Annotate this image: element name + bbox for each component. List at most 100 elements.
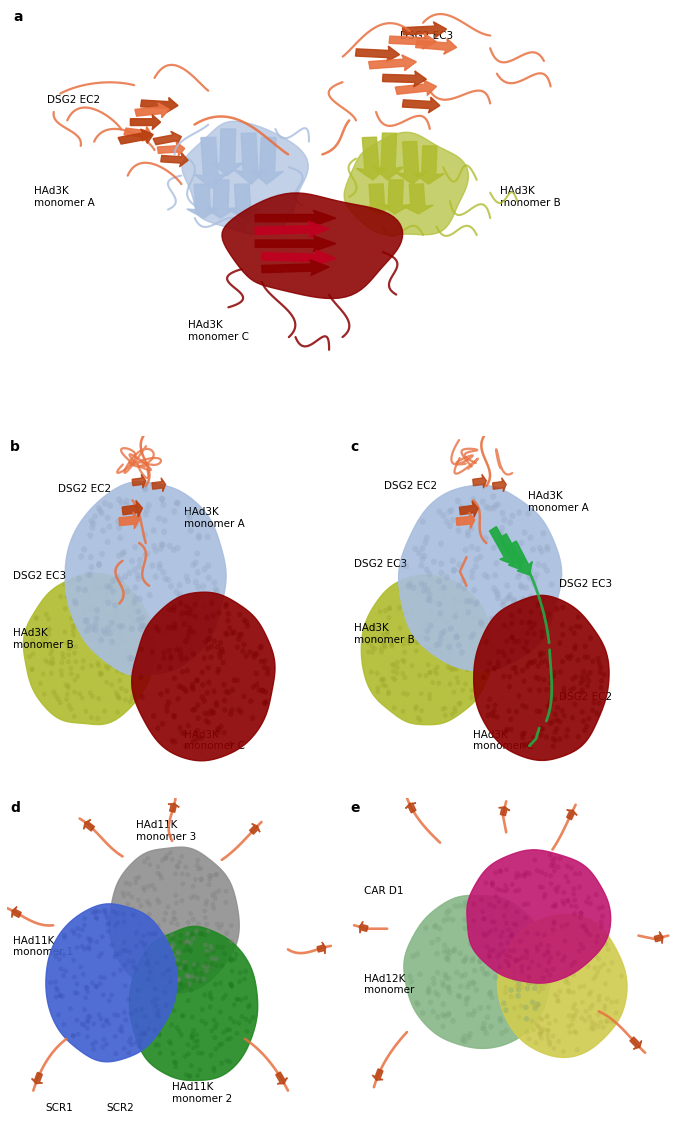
Circle shape [109, 631, 114, 636]
Circle shape [501, 622, 507, 628]
Circle shape [161, 650, 166, 656]
Circle shape [192, 613, 198, 620]
Circle shape [109, 619, 114, 625]
Circle shape [497, 952, 502, 956]
Circle shape [205, 534, 211, 541]
Circle shape [551, 1046, 556, 1050]
Circle shape [131, 659, 136, 665]
Circle shape [164, 856, 169, 861]
Circle shape [234, 677, 240, 683]
Circle shape [462, 972, 468, 978]
Circle shape [480, 909, 485, 914]
Circle shape [573, 674, 578, 680]
Circle shape [512, 665, 518, 670]
Circle shape [88, 554, 94, 560]
Circle shape [188, 1073, 192, 1079]
Circle shape [73, 677, 77, 683]
Circle shape [514, 909, 519, 914]
Circle shape [85, 1018, 90, 1023]
Circle shape [525, 625, 531, 631]
Circle shape [215, 669, 221, 675]
FancyArrow shape [153, 131, 182, 145]
Circle shape [166, 543, 173, 549]
Circle shape [427, 576, 433, 581]
Circle shape [588, 901, 593, 906]
Circle shape [444, 910, 449, 916]
Circle shape [163, 910, 168, 916]
Circle shape [511, 937, 517, 943]
Circle shape [186, 614, 191, 620]
Circle shape [543, 892, 547, 897]
Circle shape [107, 638, 112, 643]
Circle shape [236, 631, 242, 638]
Circle shape [147, 1019, 151, 1024]
Circle shape [523, 704, 529, 709]
Circle shape [92, 513, 98, 520]
Circle shape [513, 889, 518, 893]
Circle shape [87, 946, 92, 952]
Circle shape [590, 1023, 595, 1029]
Circle shape [203, 915, 208, 921]
Circle shape [508, 716, 513, 722]
Circle shape [60, 673, 64, 677]
Circle shape [214, 730, 220, 736]
Circle shape [521, 902, 526, 907]
Circle shape [196, 533, 202, 538]
Circle shape [156, 928, 161, 932]
Circle shape [470, 909, 475, 915]
FancyArrow shape [630, 1037, 642, 1049]
Circle shape [545, 959, 550, 963]
Circle shape [453, 597, 458, 602]
Circle shape [221, 660, 226, 666]
Circle shape [606, 947, 610, 952]
Circle shape [129, 910, 134, 916]
Circle shape [115, 921, 120, 925]
Circle shape [226, 690, 232, 696]
Circle shape [89, 664, 94, 668]
Circle shape [159, 876, 164, 881]
Circle shape [427, 571, 432, 577]
Circle shape [129, 1011, 134, 1016]
Circle shape [512, 957, 518, 962]
Polygon shape [399, 486, 562, 670]
Circle shape [501, 913, 507, 918]
Circle shape [416, 550, 422, 557]
Circle shape [506, 926, 511, 932]
Circle shape [523, 938, 529, 944]
Circle shape [571, 630, 577, 636]
Circle shape [72, 931, 77, 936]
Circle shape [171, 604, 177, 610]
Circle shape [129, 1042, 134, 1047]
Circle shape [485, 931, 490, 936]
Circle shape [472, 1008, 477, 1014]
Circle shape [112, 1013, 117, 1017]
Circle shape [79, 615, 84, 620]
Circle shape [236, 707, 242, 713]
Circle shape [605, 1019, 610, 1024]
Circle shape [391, 675, 396, 681]
Circle shape [195, 1039, 200, 1044]
Circle shape [189, 1063, 194, 1068]
Circle shape [540, 946, 545, 951]
Circle shape [495, 653, 501, 660]
Circle shape [393, 677, 397, 682]
Circle shape [545, 1013, 550, 1018]
FancyArrow shape [124, 126, 152, 141]
Circle shape [208, 1004, 213, 1009]
Circle shape [494, 947, 499, 953]
Circle shape [203, 1021, 208, 1026]
Circle shape [243, 995, 248, 1000]
Circle shape [195, 962, 200, 968]
Circle shape [551, 967, 556, 971]
Circle shape [110, 588, 116, 595]
Circle shape [522, 620, 528, 627]
Circle shape [586, 964, 590, 969]
Circle shape [387, 606, 392, 612]
Circle shape [516, 943, 521, 948]
Circle shape [395, 665, 400, 670]
Circle shape [522, 742, 527, 747]
Circle shape [566, 990, 571, 995]
Circle shape [184, 638, 190, 644]
Circle shape [161, 612, 167, 619]
Circle shape [97, 585, 101, 591]
